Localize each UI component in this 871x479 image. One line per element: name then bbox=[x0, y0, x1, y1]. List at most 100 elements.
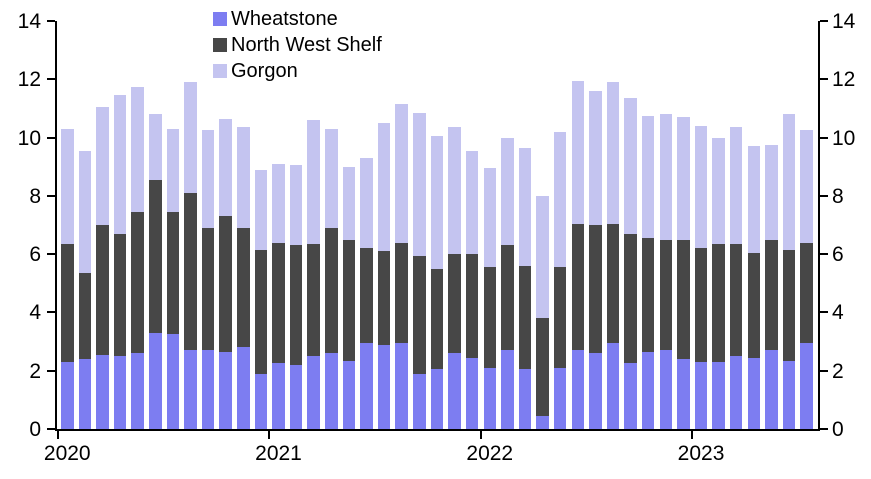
x-axis-tick-2023 bbox=[690, 429, 693, 439]
segment-gorgon bbox=[501, 137, 514, 246]
bar-feb-2021 bbox=[289, 165, 303, 429]
segment-north-west-shelf bbox=[395, 242, 408, 344]
bar-dec-2021 bbox=[465, 150, 479, 429]
bar-dec-2020 bbox=[254, 169, 268, 429]
segment-wheatstone bbox=[571, 350, 585, 429]
segment-north-west-shelf bbox=[518, 265, 532, 370]
segment-gorgon bbox=[360, 158, 373, 249]
segment-gorgon bbox=[518, 147, 532, 266]
segment-wheatstone bbox=[254, 373, 268, 429]
y-axis-label-right-12: 12 bbox=[832, 68, 856, 92]
bar-jul-2020 bbox=[166, 128, 180, 429]
segment-gorgon bbox=[800, 130, 813, 243]
y-axis-tick-right-12 bbox=[820, 78, 828, 81]
segment-wheatstone bbox=[677, 359, 690, 429]
bar-mar-2020 bbox=[96, 107, 109, 429]
segment-north-west-shelf bbox=[641, 238, 655, 352]
bar-jan-2022 bbox=[483, 168, 496, 429]
x-axis-label-2023: 2023 bbox=[677, 442, 725, 465]
segment-wheatstone bbox=[641, 351, 655, 429]
segment-gorgon bbox=[96, 107, 109, 226]
segment-north-west-shelf bbox=[430, 268, 444, 370]
segment-wheatstone bbox=[589, 353, 602, 429]
segment-gorgon bbox=[113, 95, 127, 234]
segment-wheatstone bbox=[307, 356, 320, 429]
segment-wheatstone bbox=[729, 356, 743, 429]
segment-wheatstone bbox=[800, 343, 813, 429]
y-axis-label-left-2: 2 bbox=[29, 359, 41, 383]
segment-gorgon bbox=[377, 123, 391, 252]
segment-wheatstone bbox=[430, 369, 444, 429]
segment-gorgon bbox=[483, 168, 496, 268]
segment-gorgon bbox=[659, 114, 673, 240]
segment-gorgon bbox=[254, 169, 268, 250]
segment-gorgon bbox=[289, 165, 303, 246]
segment-gorgon bbox=[342, 166, 356, 240]
y-axis-tick-right-14 bbox=[820, 20, 828, 22]
segment-gorgon bbox=[413, 112, 426, 256]
segment-wheatstone bbox=[113, 356, 127, 429]
segment-wheatstone bbox=[448, 353, 461, 429]
segment-gorgon bbox=[747, 146, 761, 253]
y-axis-tick-right-6 bbox=[820, 253, 828, 256]
segment-gorgon bbox=[448, 127, 461, 255]
segment-gorgon bbox=[184, 82, 197, 193]
y-axis-tick-left-6 bbox=[47, 253, 55, 256]
y-axis-label-right-8: 8 bbox=[832, 184, 844, 208]
segment-wheatstone bbox=[149, 332, 162, 429]
segment-gorgon bbox=[571, 80, 585, 224]
legend-swatch-icon bbox=[213, 12, 227, 26]
segment-north-west-shelf bbox=[78, 273, 92, 360]
segment-north-west-shelf bbox=[800, 242, 813, 344]
segment-north-west-shelf bbox=[360, 248, 373, 344]
bar-jun-2022 bbox=[571, 80, 585, 429]
segment-north-west-shelf bbox=[712, 243, 725, 362]
segment-gorgon bbox=[712, 137, 725, 244]
y-axis-tick-left-8 bbox=[47, 194, 55, 197]
segment-north-west-shelf bbox=[465, 254, 479, 358]
y-axis-tick-right-4 bbox=[820, 311, 828, 314]
bar-sep-2020 bbox=[201, 130, 215, 429]
bar-jan-2021 bbox=[272, 163, 285, 429]
bar-jan-2023 bbox=[694, 125, 708, 429]
segment-north-west-shelf bbox=[307, 243, 320, 357]
y-axis-tick-left-4 bbox=[47, 311, 55, 314]
segment-wheatstone bbox=[377, 344, 391, 429]
segment-gorgon bbox=[641, 115, 655, 239]
segment-north-west-shelf bbox=[659, 239, 673, 351]
segment-wheatstone bbox=[342, 360, 356, 429]
segment-gorgon bbox=[430, 136, 444, 269]
bar-apr-2022 bbox=[536, 195, 549, 429]
bar-apr-2020 bbox=[113, 95, 127, 429]
segment-wheatstone bbox=[184, 350, 197, 429]
plot-area bbox=[55, 21, 820, 431]
segment-wheatstone bbox=[659, 350, 673, 429]
y-axis-tick-left-12 bbox=[47, 78, 55, 81]
x-axis-label-2020: 2020 bbox=[43, 442, 91, 465]
bar-jun-2023 bbox=[782, 114, 796, 429]
segment-north-west-shelf bbox=[184, 192, 197, 351]
bar-sep-2021 bbox=[413, 112, 426, 429]
segment-gorgon bbox=[782, 114, 796, 250]
segment-gorgon bbox=[219, 118, 232, 217]
segment-wheatstone bbox=[360, 343, 373, 429]
segment-gorgon bbox=[624, 98, 637, 234]
segment-wheatstone bbox=[518, 369, 532, 429]
legend-label: Wheatstone bbox=[231, 8, 338, 30]
segment-wheatstone bbox=[747, 357, 761, 429]
y-axis-tick-right-10 bbox=[820, 136, 828, 139]
x-axis-tick-2021 bbox=[268, 429, 271, 439]
bar-dec-2022 bbox=[677, 117, 690, 429]
legend: Wheatstone North West Shelf Gorgon bbox=[213, 6, 382, 84]
legend-item-north-west-shelf: North West Shelf bbox=[213, 32, 382, 58]
segment-wheatstone bbox=[694, 361, 708, 429]
segment-gorgon bbox=[201, 130, 215, 228]
segment-gorgon bbox=[553, 131, 567, 268]
bar-oct-2022 bbox=[641, 115, 655, 429]
segment-north-west-shelf bbox=[237, 227, 250, 348]
y-axis-label-right-10: 10 bbox=[832, 126, 856, 150]
segment-north-west-shelf bbox=[606, 223, 620, 344]
segment-wheatstone bbox=[61, 361, 74, 429]
segment-wheatstone bbox=[219, 351, 232, 429]
